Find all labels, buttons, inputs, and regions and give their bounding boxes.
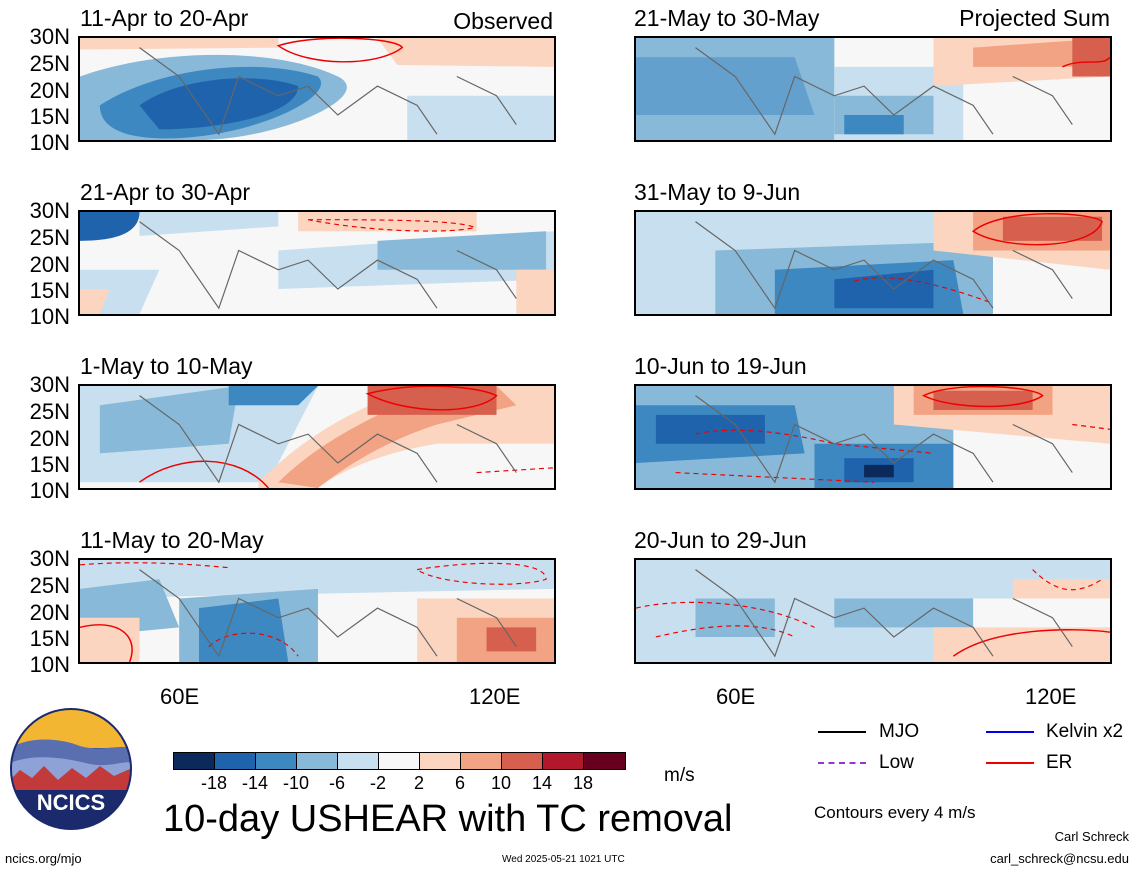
lat-label: 25N [29, 225, 70, 250]
legend-label: MJO [879, 721, 920, 742]
lat-label: 25N [29, 573, 70, 598]
colorbar-label: 10 [490, 773, 512, 793]
map-panel-7 [634, 384, 1112, 490]
lat-label: 20N [29, 78, 70, 103]
lat-label: 20N [29, 252, 70, 277]
colorbar-units: m/s [664, 765, 695, 786]
colorbar-swatch [214, 752, 256, 770]
panel-title: 31-May to 9-Jun [634, 179, 801, 205]
map-panel-4 [78, 558, 556, 664]
footer-email[interactable]: carl_schreck@ncsu.edu [990, 851, 1129, 866]
panel-title: 21-May to 30-May [634, 5, 820, 31]
colorbar-label: -18 [200, 773, 227, 793]
lat-label: 15N [29, 278, 70, 303]
lon-label: 120E [1025, 684, 1077, 709]
legend-label: Low [879, 752, 914, 773]
lat-label: 25N [29, 51, 70, 76]
footer-author: Carl Schreck [1054, 829, 1129, 844]
colorbar-label: 14 [531, 773, 553, 793]
panel-title: 21-Apr to 30-Apr [80, 179, 251, 205]
colorbar-swatch [337, 752, 379, 770]
lon-label: 120E [469, 684, 521, 709]
panel-title: 20-Jun to 29-Jun [634, 527, 807, 553]
lat-label: 30N [29, 372, 70, 397]
lat-label: 30N [29, 546, 70, 571]
map-panel-2 [78, 210, 556, 316]
panel-title: 1-May to 10-May [80, 353, 253, 379]
map-panel-1 [78, 36, 556, 142]
lat-label: 15N [29, 452, 70, 477]
lat-label: 10N [29, 304, 70, 329]
contour-note: Contours every 4 m/s [814, 803, 976, 822]
map-panel-6 [634, 210, 1112, 316]
lat-label: 20N [29, 426, 70, 451]
lon-label: 60E [160, 684, 200, 709]
colorbar-swatch [501, 752, 543, 770]
colorbar-swatch [173, 752, 215, 770]
colorbar-label: -6 [328, 773, 345, 793]
colorbar-label: -2 [369, 773, 386, 793]
lon-label: 60E [716, 684, 756, 709]
colorbar-swatch [419, 752, 461, 770]
legend-line-mjo [818, 731, 866, 733]
lat-label: 15N [29, 104, 70, 129]
lat-label: 10N [29, 478, 70, 503]
legend-line-kelvin [986, 731, 1034, 733]
footer-timestamp: Wed 2025-05-21 1021 UTC [502, 854, 625, 865]
main-title: 10-day USHEAR with TC removal [163, 798, 733, 840]
panel-title: 10-Jun to 19-Jun [634, 353, 807, 379]
map-panel-8 [634, 558, 1112, 664]
legend-label: ER [1046, 752, 1073, 773]
colorbar-swatch [460, 752, 502, 770]
map-panel-3 [78, 384, 556, 490]
lat-label: 10N [29, 130, 70, 155]
panel-title: 11-May to 20-May [80, 527, 264, 553]
lat-label: 10N [29, 652, 70, 677]
lat-label: 30N [29, 24, 70, 49]
legend-label: Kelvin x2 [1046, 721, 1124, 742]
legend-line-low [818, 762, 866, 764]
colorbar-label: -14 [241, 773, 268, 793]
panel-label: Observed [453, 8, 553, 34]
panel-label: Projected Sum [959, 5, 1110, 31]
map-panel-5 [634, 36, 1112, 142]
lat-label: 20N [29, 600, 70, 625]
colorbar-label: 6 [454, 773, 465, 793]
legend-line-er [986, 762, 1034, 764]
ncics-logo: NCICS [10, 708, 132, 830]
lat-label: 30N [29, 198, 70, 223]
colorbar-label: -10 [282, 773, 309, 793]
colorbar-swatch [296, 752, 338, 770]
colorbar-swatch [255, 752, 297, 770]
panel-title: 11-Apr to 20-Apr [80, 5, 249, 31]
colorbar-swatch [378, 752, 420, 770]
colorbar-label: 2 [413, 773, 424, 793]
colorbar-swatch [542, 752, 584, 770]
lat-label: 15N [29, 626, 70, 651]
colorbar-swatch [583, 752, 626, 770]
lat-label: 25N [29, 399, 70, 424]
footer-site[interactable]: ncics.org/mjo [5, 851, 82, 866]
colorbar-label: 18 [572, 773, 594, 793]
logo-text: NCICS [36, 790, 106, 815]
